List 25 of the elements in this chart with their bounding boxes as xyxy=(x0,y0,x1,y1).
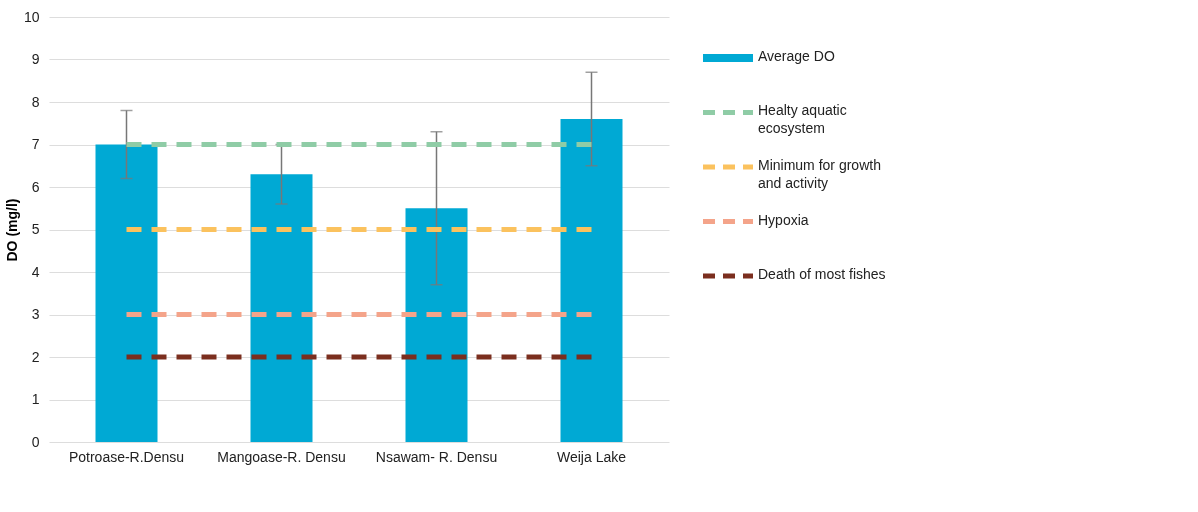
bar xyxy=(405,208,468,442)
bar xyxy=(250,174,313,442)
bar xyxy=(560,119,623,442)
y-tick-label: 8 xyxy=(31,93,40,110)
y-tick-label: 3 xyxy=(31,306,40,322)
y-tick-label: 2 xyxy=(31,348,40,365)
legend-label: Hypoxia xyxy=(758,211,809,228)
y-tick-label: 10 xyxy=(23,8,40,25)
y-tick-label: 4 xyxy=(31,263,40,280)
legend-label: Minimum for growth and activity xyxy=(758,157,881,191)
y-tick-label: 7 xyxy=(31,136,40,152)
y-tick-label: 0 xyxy=(31,433,40,450)
y-tick-label: 1 xyxy=(31,391,40,407)
y-tick-label: 5 xyxy=(31,221,40,237)
x-tick-label: Weija Lake xyxy=(556,448,627,465)
y-tick-label: 6 xyxy=(31,178,40,195)
legend-label: Death of most fishes xyxy=(758,266,886,283)
x-tick-label: Potroase-R.Densu xyxy=(68,448,185,465)
y-tick-label: 9 xyxy=(31,51,40,67)
legend-label: Average DO xyxy=(758,47,835,64)
legend-label: Healty aquatic ecosystem xyxy=(758,102,847,137)
y-axis-title: DO (mg/l) xyxy=(3,198,20,262)
x-tick-label: Nsawam- R. Densu xyxy=(375,448,498,465)
bar xyxy=(95,144,158,442)
x-tick-label: Mangoase-R. Densu xyxy=(217,448,346,465)
